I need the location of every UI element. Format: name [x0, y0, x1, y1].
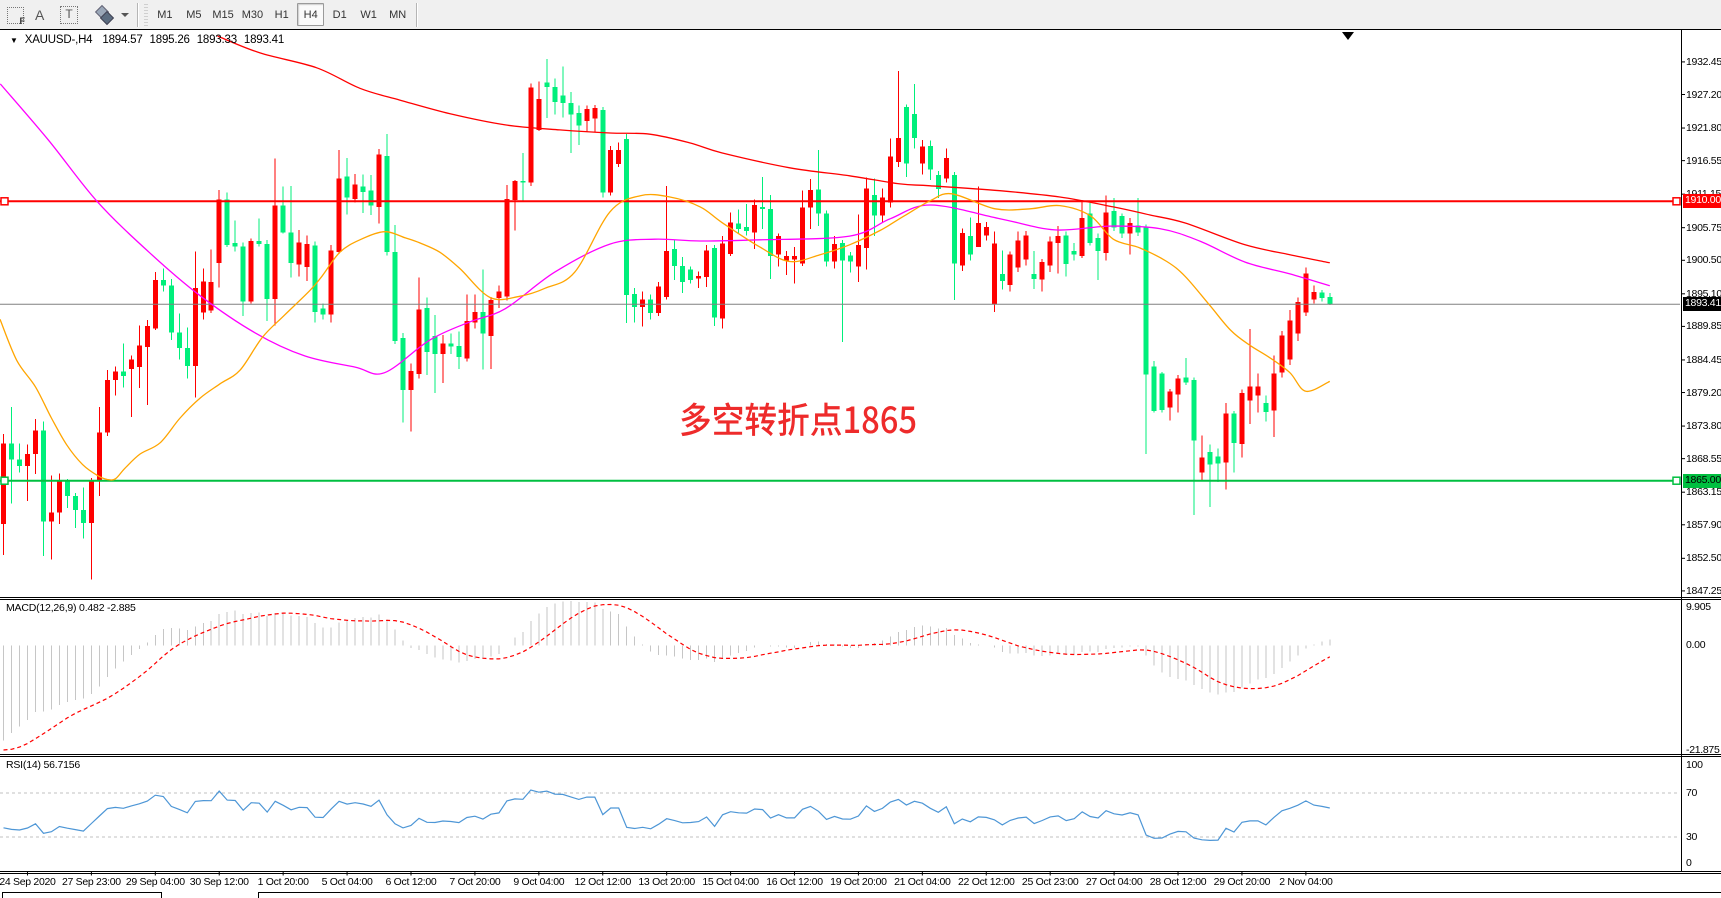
price-tick-label: 1884.45	[1686, 353, 1721, 366]
timeframe-bar: M1 M5 M15 M30 H1 H4 D1 W1 MN	[150, 3, 412, 26]
current-price-badge: 1893.41	[1683, 297, 1721, 312]
ohlc-high: 1895.26	[149, 34, 190, 46]
macd-scale-bottom: -21.875	[1686, 744, 1720, 756]
tf-button-H4[interactable]: H4	[297, 3, 325, 26]
price-tick-label: 1932.45	[1686, 55, 1721, 68]
time-tick-label: 19 Oct 20:00	[830, 876, 887, 888]
macd-histogram	[3, 601, 1331, 741]
scrollbar-thumb[interactable]	[2, 892, 162, 898]
time-tick-label: 1 Oct 20:00	[257, 876, 309, 888]
objects-dropdown-icon[interactable]	[121, 12, 130, 17]
price-tick-label: 1873.80	[1686, 420, 1721, 433]
ohlc-low: 1893.33	[196, 34, 237, 46]
chart-canvas[interactable]	[0, 29, 1721, 898]
price-tick-label: 1916.55	[1686, 154, 1721, 167]
tf-button-MN[interactable]: MN	[389, 8, 407, 21]
support-price-badge: 1865.00	[1683, 473, 1721, 488]
hline-resistance[interactable]	[0, 197, 1681, 206]
time-tick-label: 27 Oct 04:00	[1085, 876, 1143, 888]
time-tick-label: 29 Oct 20:00	[1213, 876, 1271, 888]
text-box-icon[interactable]: T	[59, 5, 79, 25]
time-tick-label: 16 Oct 12:00	[766, 876, 823, 888]
time-tick-label: 9 Oct 04:00	[513, 876, 565, 888]
price-tick-label: 1889.85	[1686, 320, 1721, 333]
tf-button-H1[interactable]: H1	[274, 8, 289, 21]
chart-window[interactable]: ▼ XAUUSD-,H4 1894.57 1895.26 1893.33 189…	[0, 29, 1721, 898]
time-tick-label: 21 Oct 04:00	[894, 876, 951, 888]
tf-button-M15[interactable]: M15	[212, 8, 234, 21]
toolbar-separator	[137, 2, 139, 27]
time-tick-label: 7 Oct 20:00	[449, 876, 501, 888]
macd-scale-top: 9.905	[1686, 601, 1711, 613]
resistance-price-badge: 1910.00	[1683, 194, 1721, 209]
chart-mode-icon[interactable]: F	[4, 4, 26, 26]
chart-shift-marker-icon	[1342, 32, 1354, 40]
rsi-line	[3, 789, 1330, 842]
price-tick-label: 1852.50	[1686, 552, 1721, 565]
tf-button-M5[interactable]: M5	[186, 8, 202, 21]
macd-scale-zero: 0.00	[1686, 639, 1706, 652]
rsi-scale-70: 70	[1686, 787, 1698, 799]
time-tick-label: 29 Sep 04:00	[125, 876, 185, 888]
text-label-icon[interactable]: A	[35, 6, 45, 23]
ohlc-open: 1894.57	[102, 34, 143, 46]
price-tick-label: 1847.25	[1686, 584, 1721, 597]
tf-button-D1[interactable]: D1	[332, 8, 347, 21]
price-tick-label: 1868.55	[1686, 452, 1721, 465]
time-tick-label: 6 Oct 12:00	[385, 876, 437, 888]
tf-button-M30[interactable]: M30	[241, 8, 264, 21]
rsi-scale-30: 30	[1686, 831, 1698, 843]
ohlc-close: 1893.41	[243, 34, 285, 46]
time-tick-label: 5 Oct 04:00	[321, 876, 373, 888]
time-tick-label: 28 Oct 12:00	[1149, 876, 1207, 888]
objects-icon[interactable]	[91, 4, 117, 26]
rsi-scale-0: 0	[1686, 857, 1692, 869]
symbol-name: XAUUSD-,H4	[24, 34, 93, 46]
price-tick-label: 1900.50	[1686, 254, 1721, 267]
price-tick-label: 1921.80	[1686, 122, 1721, 135]
price-tick-label: 1927.20	[1686, 88, 1721, 101]
price-tick-label: 1879.20	[1686, 386, 1721, 399]
rsi-label: RSI(14) 56.7156	[6, 759, 81, 771]
rsi-scale-100: 100	[1686, 759, 1703, 771]
time-tick-label: 30 Sep 12:00	[189, 876, 249, 888]
time-tick-label: 22 Oct 12:00	[958, 876, 1015, 888]
scrollbar-track[interactable]	[258, 892, 1721, 898]
chart-title[interactable]: ▼ XAUUSD-,H4 1894.57 1895.26 1893.33 189…	[10, 34, 291, 46]
time-tick-label: 15 Oct 04:00	[702, 876, 759, 888]
hline-support[interactable]	[0, 476, 1681, 485]
price-tick-label: 1857.90	[1686, 518, 1721, 531]
toolbar-grip	[144, 3, 149, 26]
tf-button-W1[interactable]: W1	[360, 8, 377, 21]
price-tick-label: 1895.10	[1686, 287, 1721, 300]
macd-label: MACD(12,26,9) 0.482 -2.885	[6, 602, 136, 614]
time-tick-label: 25 Oct 23:00	[1021, 876, 1079, 888]
time-tick-label: 27 Sep 23:00	[61, 876, 121, 888]
annotation-text[interactable]	[679, 395, 922, 443]
price-tick-label: 1863.15	[1686, 486, 1721, 499]
time-tick-label: 24 Sep 2020	[0, 876, 56, 888]
ma-mid-magenta	[0, 83, 1330, 375]
macd-signal-line	[3, 603, 1331, 751]
time-tick-label: 12 Oct 12:00	[574, 876, 632, 888]
candles	[1, 59, 1333, 580]
time-tick-label: 2 Nov 04:00	[1279, 876, 1333, 888]
ma-fast-orange	[0, 192, 1331, 481]
toolbar: F A T M1 M5 M15 M30 H1 H4 D1 W1 MN	[0, 0, 1721, 30]
ma-slow-red	[217, 35, 1330, 264]
price-tick-label: 1905.75	[1686, 221, 1721, 234]
tf-button-M1[interactable]: M1	[157, 8, 173, 21]
time-tick-label: 13 Oct 20:00	[638, 876, 695, 888]
toolbar-separator-2	[416, 2, 418, 27]
symbol-dropdown-icon[interactable]: ▼	[10, 35, 18, 45]
